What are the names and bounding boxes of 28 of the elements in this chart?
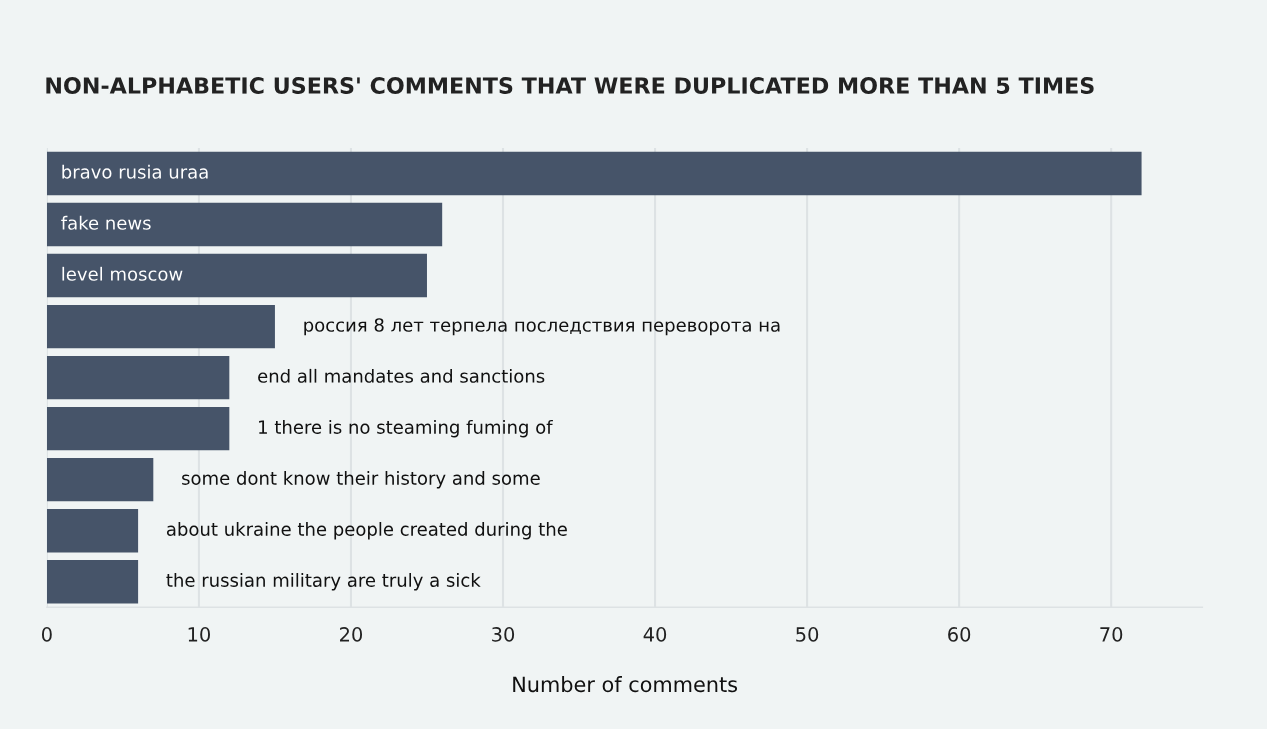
x-tick-label: 30 bbox=[492, 627, 515, 642]
y-tick-label: level moscow bbox=[62, 266, 183, 281]
bar bbox=[46, 406, 230, 451]
bar bbox=[46, 560, 139, 604]
y-tick-label: россия 8 лет терпела последствия переворота на bbox=[304, 318, 780, 336]
x-tick-label: 60 bbox=[948, 627, 971, 642]
y-tick-label: end all mandates and sanctions bbox=[258, 368, 545, 383]
x-tick-label: 0 bbox=[41, 627, 52, 642]
bar bbox=[46, 304, 275, 349]
x-tick-label: 10 bbox=[188, 627, 210, 642]
chart-title: NON-ALPHABETIC USERS' COMMENTS THAT WERE DUPLICATED MORE THAN 5 TIMES bbox=[46, 77, 1094, 94]
y-tick-label: some dont know their history and some bbox=[182, 470, 540, 489]
bar bbox=[46, 355, 230, 400]
y-tick-label: 1 there is no steaming fuming of bbox=[259, 419, 553, 438]
bar bbox=[46, 202, 443, 247]
x-tick-label: 50 bbox=[796, 627, 819, 642]
x-axis-title: Number of comments bbox=[513, 676, 738, 693]
y-tick-label: the russian military are truly a sick bbox=[166, 573, 481, 591]
x-tick-label: 40 bbox=[643, 627, 667, 642]
x-tick-label: 70 bbox=[1100, 627, 1123, 642]
bar bbox=[46, 151, 1142, 196]
x-tick-label: 20 bbox=[340, 627, 363, 642]
bar bbox=[46, 509, 139, 553]
bar bbox=[46, 253, 427, 298]
bar bbox=[46, 457, 154, 502]
y-tick-label: fake news bbox=[61, 215, 151, 230]
y-tick-label: bravo rusia uraa bbox=[62, 164, 208, 179]
y-tick-label: about ukraine the people created during the bbox=[166, 521, 567, 540]
